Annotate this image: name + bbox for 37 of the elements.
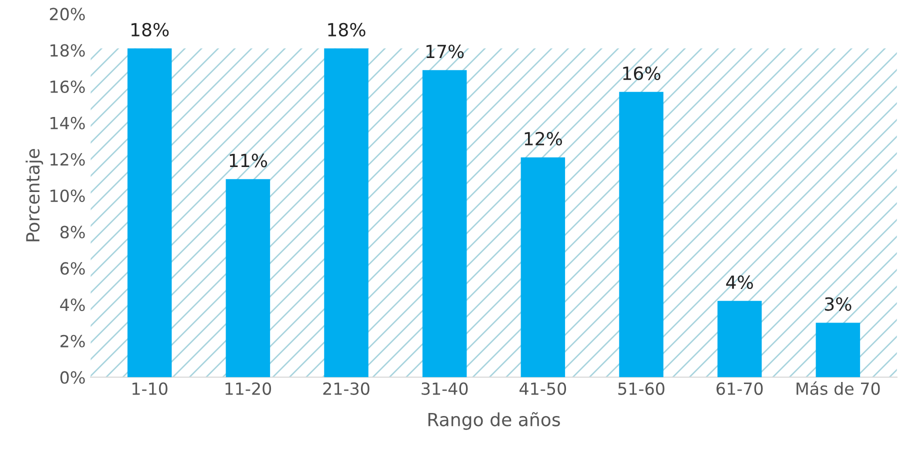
x-tick-label: 51-60 [618,382,664,395]
y-tick-label: 18% [50,44,85,57]
bar [127,48,172,378]
data-label: 12% [524,132,562,146]
data-label: 4% [726,275,753,290]
data-label: 3% [824,297,852,311]
y-axis-title: Porcentaje [26,148,44,242]
bar [324,48,368,378]
bar [816,322,860,378]
bar [717,300,762,378]
x-tick-label: 31-40 [422,382,468,395]
y-tick-label: 20% [50,8,85,20]
y-tick-label: 2% [60,334,85,348]
x-tick-label: 1-10 [132,382,168,395]
data-label: 17% [426,44,464,58]
data-label: 11% [230,154,268,168]
y-tick-label: 6% [60,262,85,275]
y-tick-label: 10% [50,189,85,202]
y-tick-label: 0% [60,371,85,384]
y-tick-label: 4% [60,298,85,312]
x-tick-label: 21-30 [323,382,370,395]
bar [226,179,270,378]
x-tick-label: 41-50 [520,382,566,395]
y-tick-label: 16% [50,80,85,94]
x-tick-label: 61-70 [716,382,763,395]
data-label: 18% [132,22,169,36]
bar [422,70,467,378]
y-tick-label: 12% [50,153,85,166]
x-axis-title: Rango de años [428,412,560,430]
x-tick-label: 11-20 [226,382,272,395]
x-tick-label: Más de 70 [796,381,880,395]
bar [619,92,664,378]
y-tick-label: 8% [60,226,85,238]
data-label: 16% [623,66,660,80]
y-tick-label: 14% [50,116,85,130]
data-label: 18% [328,22,366,36]
bar [520,157,566,378]
